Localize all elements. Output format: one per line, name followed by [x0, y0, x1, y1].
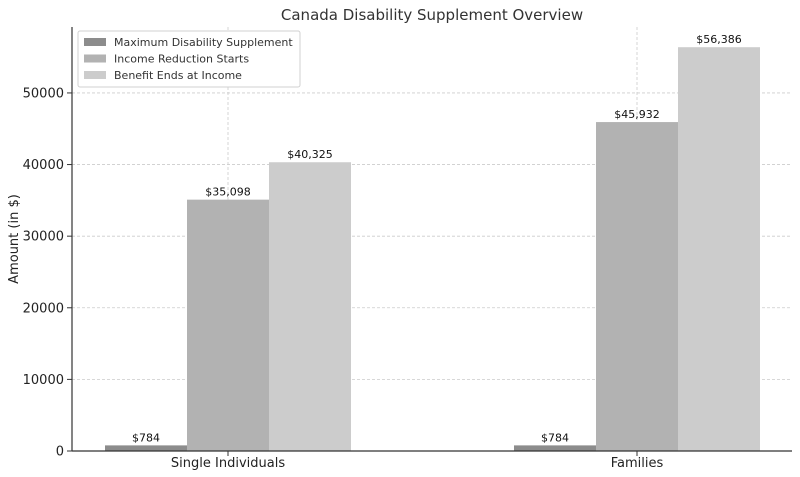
x-ticks: Single Individuals Families — [171, 451, 664, 471]
legend-swatch — [84, 71, 106, 79]
y-tick-label: 40000 — [23, 158, 64, 173]
y-axis-label: Amount (in $) — [7, 194, 22, 284]
legend-label: Income Reduction Starts — [114, 53, 249, 66]
legend-label: Benefit Ends at Income — [114, 69, 242, 82]
y-tick-label: 50000 — [23, 86, 64, 101]
legend-label: Maximum Disability Supplement — [114, 36, 293, 49]
bar — [187, 199, 269, 451]
legend: Maximum Disability Supplement Income Redu… — [77, 30, 301, 88]
data-label: $784 — [132, 431, 160, 444]
data-label: $784 — [541, 431, 569, 444]
y-tick-label: 20000 — [23, 301, 64, 316]
bars — [105, 47, 760, 451]
x-tick-label: Single Individuals — [171, 456, 285, 471]
axes — [71, 27, 792, 452]
y-tick-label: 0 — [56, 445, 64, 460]
bar — [678, 47, 760, 451]
data-labels: $784 $784 $35,098 $45,932 $40,325 $56,386 — [132, 33, 742, 444]
chart-title: Canada Disability Supplement Overview — [281, 6, 583, 24]
legend-swatch — [84, 38, 106, 46]
data-label: $35,098 — [205, 186, 251, 199]
bar — [596, 122, 678, 451]
bar — [105, 445, 187, 451]
legend-box — [77, 30, 301, 88]
bar — [269, 162, 351, 451]
data-label: $45,932 — [614, 108, 660, 121]
data-label: $56,386 — [696, 33, 742, 46]
bar — [514, 445, 596, 451]
y-tick-label: 30000 — [23, 230, 64, 245]
data-label: $40,325 — [287, 148, 333, 161]
x-tick-label: Families — [611, 456, 664, 471]
y-tick-label: 10000 — [23, 373, 64, 388]
y-ticks: 0 10000 20000 30000 40000 50000 — [23, 86, 72, 460]
legend-swatch — [84, 54, 106, 63]
